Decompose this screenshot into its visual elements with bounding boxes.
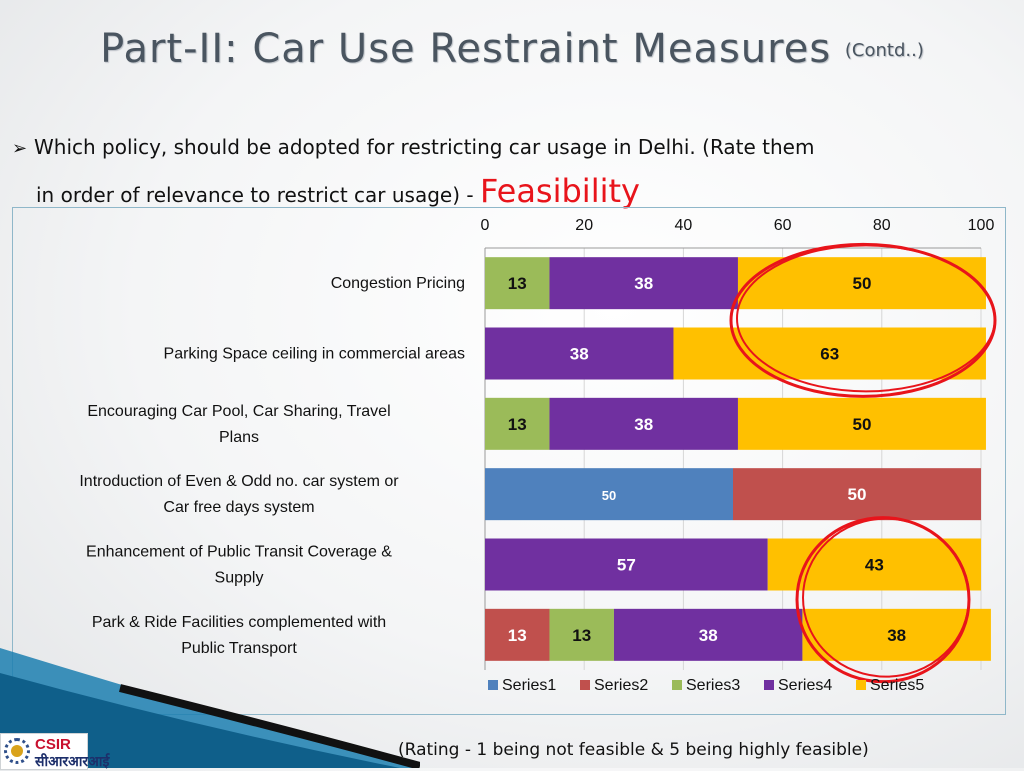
data-label: 38 [634,415,653,434]
bar-segment [613,608,803,661]
x-tick-label: 20 [575,217,593,234]
legend-label: Series4 [778,677,832,694]
chart-frame: 0 20 40 60 80 100 Congestion Pricing Parking Sp… [12,207,1006,715]
x-tick-label: 80 [873,217,891,234]
category-label: Encouraging Car Pool, Car Sharing, Trave… [87,403,390,446]
category-label: Park & Ride Facilities complemented with… [92,614,386,657]
logo-subtext: सीआरआरआई [35,753,110,769]
highlight-circle-icon [736,244,996,393]
bar-segment [549,608,614,661]
bar-segment [733,468,981,521]
bar-segment [485,397,550,450]
question-block: ➢ Which policy, should be adopted for res… [12,126,1012,216]
data-label: 50 [852,415,871,434]
bar-segment [485,468,733,521]
bar-segment [549,257,738,310]
slide-title: Part-II: Car Use Restraint Measures (Con… [0,26,1024,72]
highlight-circle-icon [802,517,970,678]
title-text: Part-II: Car Use Restraint Measures [100,26,832,72]
data-label: 50 [848,485,867,504]
rating-footnote: (Rating - 1 being not feasible & 5 being… [398,740,869,760]
feasibility-label: Feasibility [479,172,640,210]
bar-segment [485,327,674,380]
question-line-2: in order of relevance to restrict car us… [12,170,1012,216]
bar-segment [767,538,981,591]
legend-swatch [672,680,682,690]
question-line-1: ➢ Which policy, should be adopted for res… [12,126,1012,170]
stacked-bar-chart: 0 20 40 60 80 100 Congestion Pricing Parking Sp… [79,217,997,694]
bar-segment [485,257,550,310]
data-label: 38 [699,626,718,645]
data-label: 38 [634,274,653,293]
data-label: 43 [865,556,884,575]
data-label: 50 [852,274,871,293]
x-tick-label: 100 [968,217,995,234]
data-label: 13 [508,415,527,434]
legend-swatch [488,680,498,690]
bar-segment [485,608,550,661]
data-label: 13 [508,626,527,645]
category-label: Enhancement of Public Transit Coverage &… [86,544,392,587]
title-suffix: (Contd..) [844,40,924,61]
legend-swatch [580,680,590,690]
x-tick-label: 60 [774,217,792,234]
gear-core [11,745,23,757]
arrow-bullet-icon: ➢ [12,138,28,159]
legend-swatch [764,680,774,690]
legend-label: Series1 [502,677,556,694]
legend-label: Series2 [594,677,648,694]
bar-segment [673,327,986,380]
legend-label: Series3 [686,677,740,694]
data-label: 63 [820,345,839,364]
legend-label: Series5 [870,677,924,694]
bar-segment [737,397,986,450]
category-label: Congestion Pricing [331,275,465,292]
x-tick-label: 0 [481,217,490,234]
data-label: 13 [572,626,591,645]
bar-segment [737,257,986,310]
data-label: 50 [602,488,616,503]
csir-logo: CSIR सीआरआरआई [0,733,109,770]
legend-swatch [856,680,866,690]
data-label: 57 [617,556,636,575]
logo-text: CSIR [35,736,71,753]
x-tick-label: 40 [675,217,693,234]
data-label: 38 [570,345,589,364]
data-label: 13 [508,274,527,293]
question-text-2: in order of relevance to restrict car us… [36,183,480,207]
question-text-1: Which policy, should be adopted for rest… [34,135,815,159]
bar-segment [549,397,738,450]
bar-segment [485,538,768,591]
data-label: 38 [887,626,906,645]
category-label: Introduction of Even & Odd no. car syste… [79,473,399,516]
category-label: Parking Space ceiling in commercial area… [164,346,465,363]
